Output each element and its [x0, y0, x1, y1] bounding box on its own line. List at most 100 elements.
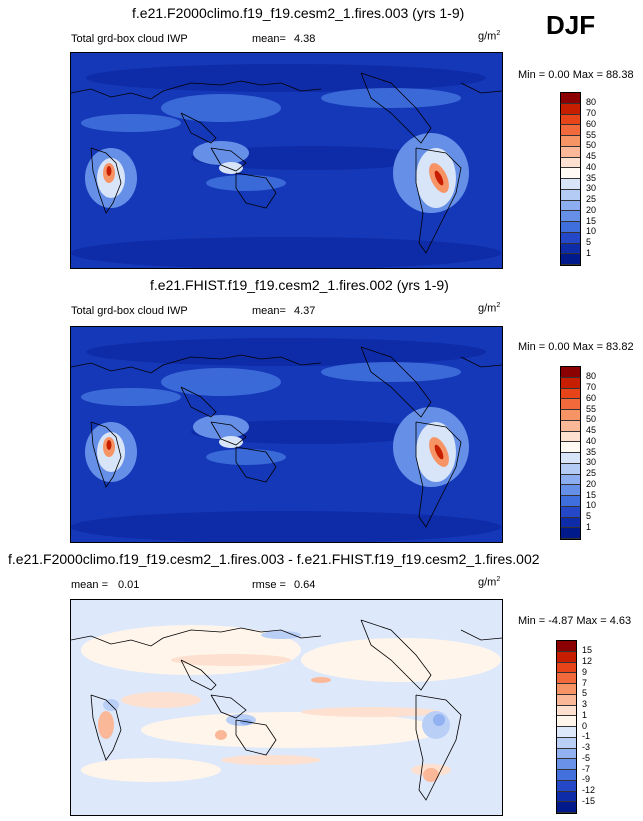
panel-2-colorbar-label: 1: [586, 522, 592, 532]
panel-3-colorbar-label: -9: [582, 774, 591, 784]
panel-3-colorbar-label: -15: [582, 796, 596, 806]
panel-3-colorbar-segment: [557, 651, 576, 663]
panel-1-colorbar-segment: [561, 93, 580, 104]
panel-1-colorbar-label: 15: [586, 216, 597, 226]
panel-3-colorbar-segment: [557, 780, 576, 792]
panel-2-colorbar-segment: [561, 496, 580, 507]
panel-3-rmse-value: 0.64: [294, 579, 316, 591]
panel-1-title: f.e21.F2000climo.f19_f19.cesm2_1.fires.0…: [132, 5, 465, 21]
panel-2-colorbar-label: 25: [586, 468, 597, 478]
panel-2-minmax: Min = 0.00 Max = 83.82: [518, 341, 634, 353]
panel-2-colorbar-label: 35: [586, 447, 597, 457]
panel-1-colorbar-segment: [561, 189, 580, 201]
panel-2-colorbar-label: 50: [586, 414, 597, 424]
panel-1-minmax: Min = 0.00 Max = 88.38: [518, 69, 634, 81]
panel-2-colorbar-segment: [561, 485, 580, 496]
panel-2-colorbar-segment: [561, 442, 580, 453]
panel-3-colorbar-segment: [557, 748, 576, 760]
panel-2-colorbar-segment: [561, 453, 580, 464]
panel-3-colorbar-segment: [557, 727, 576, 738]
panel-1-units: g/m2: [478, 30, 501, 43]
panel-1-colorbar-label: 60: [586, 119, 597, 129]
panel-1-colorbar-label: 50: [586, 140, 597, 150]
panel-1-variable-label: Total grd-box cloud IWP: [71, 33, 188, 45]
panel-3-units: g/m2: [478, 576, 501, 589]
panel-2-colorbar-segment: [561, 410, 580, 421]
panel-1-mean-label: mean=: [252, 33, 286, 45]
panel-1-colorbar-segment: [561, 103, 580, 115]
panel-2-colorbar-label: 55: [586, 404, 597, 414]
panel-3-colorbar-label: -5: [582, 753, 591, 763]
panel-1-colorbar-label: 10: [586, 226, 597, 236]
panel-3-mean-value: 0.01: [118, 579, 140, 591]
panel-2-colorbar-segment: [561, 399, 580, 410]
panel-2-colorbar-label: 10: [586, 500, 597, 510]
panel-3-colorbar-segment: [557, 770, 576, 781]
panel-2-colorbar-segment: [561, 388, 580, 400]
panel-2-colorbar-label: 60: [586, 393, 597, 403]
panel-1-colorbar-segment: [561, 146, 580, 158]
panel-3-mean-label: mean =: [71, 579, 108, 591]
panel-3-colorbar-segment: [557, 802, 576, 813]
panel-2-colorbar-label: 80: [586, 371, 597, 381]
panel-3-colorbar: [556, 640, 577, 814]
panel-3-colorbar-segment: [557, 673, 576, 684]
panel-1-map: [70, 52, 503, 269]
panel-2-colorbar-segment: [561, 367, 580, 378]
panel-2-colorbar-segment: [561, 528, 580, 539]
panel-2-colorbar-segment: [561, 474, 580, 486]
panel-2-mean-value: 4.37: [294, 305, 316, 317]
panel-3-colorbar-segment: [557, 759, 576, 770]
panel-2-units: g/m2: [478, 302, 501, 315]
panel-1-colorbar-label: 30: [586, 183, 597, 193]
panel-3-colorbar-segment: [557, 662, 576, 674]
panel-2-colorbar: [560, 366, 581, 540]
panel-1-colorbar-segment: [561, 114, 580, 126]
panel-1-colorbar-segment: [561, 243, 580, 255]
panel-1-colorbar-label: 1: [586, 248, 592, 258]
panel-3-map: [70, 599, 503, 816]
panel-1-mean-value: 4.38: [294, 33, 316, 45]
panel-3-colorbar-segment: [557, 737, 576, 749]
panel-2-colorbar-segment: [561, 431, 580, 443]
panel-3-colorbar-segment: [557, 694, 576, 706]
panel-2-colorbar-label: 45: [586, 425, 597, 435]
panel-1-colorbar-label: 5: [586, 237, 592, 247]
panel-2-colorbar-segment: [561, 463, 580, 475]
panel-2-title: f.e21.FHIST.f19_f19.cesm2_1.fires.002 (y…: [150, 277, 449, 293]
panel-1-colorbar-label: 25: [586, 194, 597, 204]
panel-2-colorbar-label: 30: [586, 457, 597, 467]
panel-1-colorbar-segment: [561, 254, 580, 265]
panel-3-colorbar-label: 7: [582, 678, 588, 688]
panel-2-colorbar-segment: [561, 506, 580, 518]
panel-1-colorbar-label: 70: [586, 108, 597, 118]
panel-3-colorbar-label: 5: [582, 688, 588, 698]
panel-2-variable-label: Total grd-box cloud IWP: [71, 305, 188, 317]
season-label: DJF: [546, 10, 596, 40]
panel-3-minmax: Min = -4.87 Max = 4.63: [518, 615, 632, 627]
panel-3-colorbar-segment: [557, 641, 576, 652]
panel-3-colorbar-segment: [557, 716, 576, 727]
panel-1-colorbar-label: 20: [586, 205, 597, 215]
panel-1-colorbar-segment: [561, 200, 580, 212]
panel-2-mean-label: mean=: [252, 305, 286, 317]
panel-1-colorbar-segment: [561, 211, 580, 222]
panel-1-colorbar-label: 55: [586, 130, 597, 140]
panel-3-colorbar-label: -1: [582, 731, 591, 741]
panel-3-title: f.e21.F2000climo.f19_f19.cesm2_1.fires.0…: [8, 551, 540, 567]
panel-2-colorbar-segment: [561, 517, 580, 529]
panel-1-colorbar: [560, 92, 581, 266]
panel-3-colorbar-segment: [557, 684, 576, 695]
panel-2-colorbar-label: 20: [586, 479, 597, 489]
panel-1-colorbar-segment: [561, 179, 580, 190]
panel-3-colorbar-label: 3: [582, 699, 588, 709]
panel-3-colorbar-label: 9: [582, 667, 588, 677]
panel-1-colorbar-segment: [561, 157, 580, 169]
panel-3-colorbar-segment: [557, 791, 576, 803]
panel-3-colorbar-segment: [557, 705, 576, 717]
panel-3-colorbar-label: -3: [582, 742, 591, 752]
panel-1-colorbar-label: 35: [586, 173, 597, 183]
panel-1-colorbar-segment: [561, 168, 580, 179]
panel-2-colorbar-label: 15: [586, 490, 597, 500]
panel-3-colorbar-label: 0: [582, 721, 588, 731]
